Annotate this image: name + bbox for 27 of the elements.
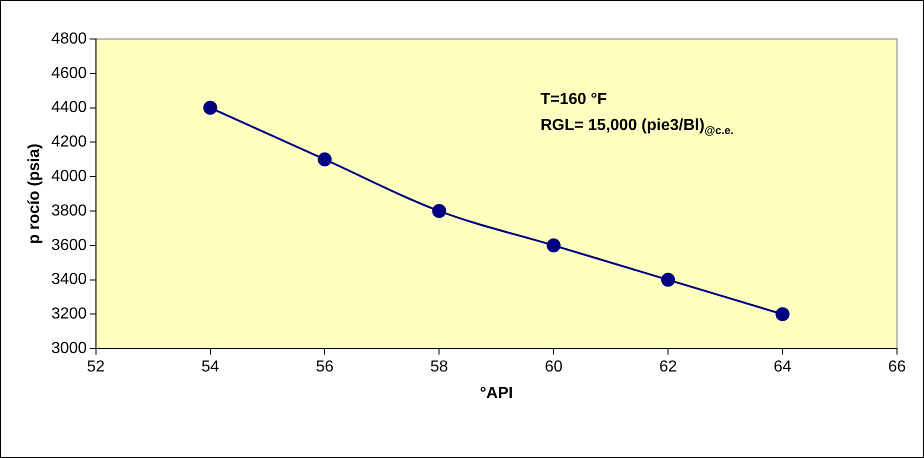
x-tick-label: 64: [774, 358, 792, 376]
annotation: T=160 °F: [540, 91, 608, 108]
x-tick-label: 54: [201, 358, 220, 376]
point: [546, 238, 561, 252]
y-tick-label: 4600: [51, 64, 87, 82]
x-axis-title: °API: [480, 384, 513, 402]
x-tick-label: 66: [888, 358, 906, 376]
y-tick-label: 4400: [51, 99, 87, 116]
x-tick-label: 60: [544, 358, 563, 376]
x-tick-label: 58: [430, 358, 448, 376]
x-tick-label: 62: [659, 358, 678, 376]
point: [203, 100, 218, 115]
y-axis-title: p rocío (psia): [26, 144, 44, 244]
y-tick-label: 3200: [51, 306, 87, 323]
y-tick-label: 4800: [51, 30, 87, 48]
y-tick-label: 4000: [51, 168, 87, 186]
y-tick-label: 3000: [51, 340, 87, 358]
point: [432, 204, 446, 218]
point: [661, 272, 676, 287]
x-tick-label: 52: [86, 358, 105, 376]
y-tick-label: 3400: [51, 271, 87, 288]
y-tick-label: 4200: [51, 134, 87, 151]
point: [776, 307, 790, 322]
point: [318, 152, 332, 166]
y-tick-label: 3600: [51, 236, 87, 254]
y-tick-label: 3800: [51, 202, 87, 220]
x-tick-label: 56: [316, 358, 334, 376]
